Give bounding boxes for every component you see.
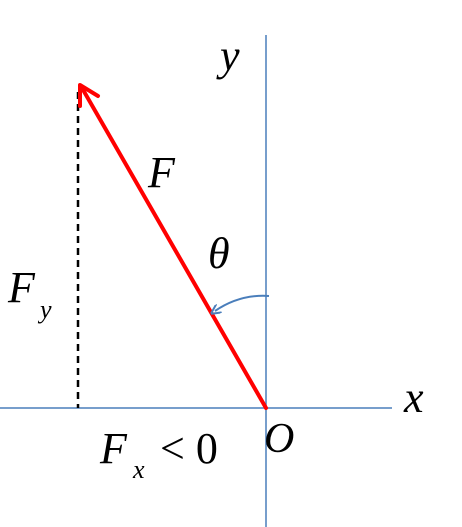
force-vector-line [80, 86, 268, 410]
fx-label-subscript: x [132, 455, 145, 484]
origin-label: O [264, 416, 294, 462]
angle-theta-label: θ [208, 229, 230, 278]
force-label: F [147, 148, 176, 197]
fx-less-than-zero: < 0 [160, 424, 218, 473]
y-axis-label: y [216, 31, 240, 80]
force-arrowhead [78, 83, 100, 108]
x-axis-label: x [403, 373, 424, 422]
fy-label-subscript: y [37, 295, 52, 324]
fy-label-main: F [7, 263, 36, 312]
fx-label-main: F [99, 424, 128, 473]
angle-arc-arrow [215, 294, 270, 311]
